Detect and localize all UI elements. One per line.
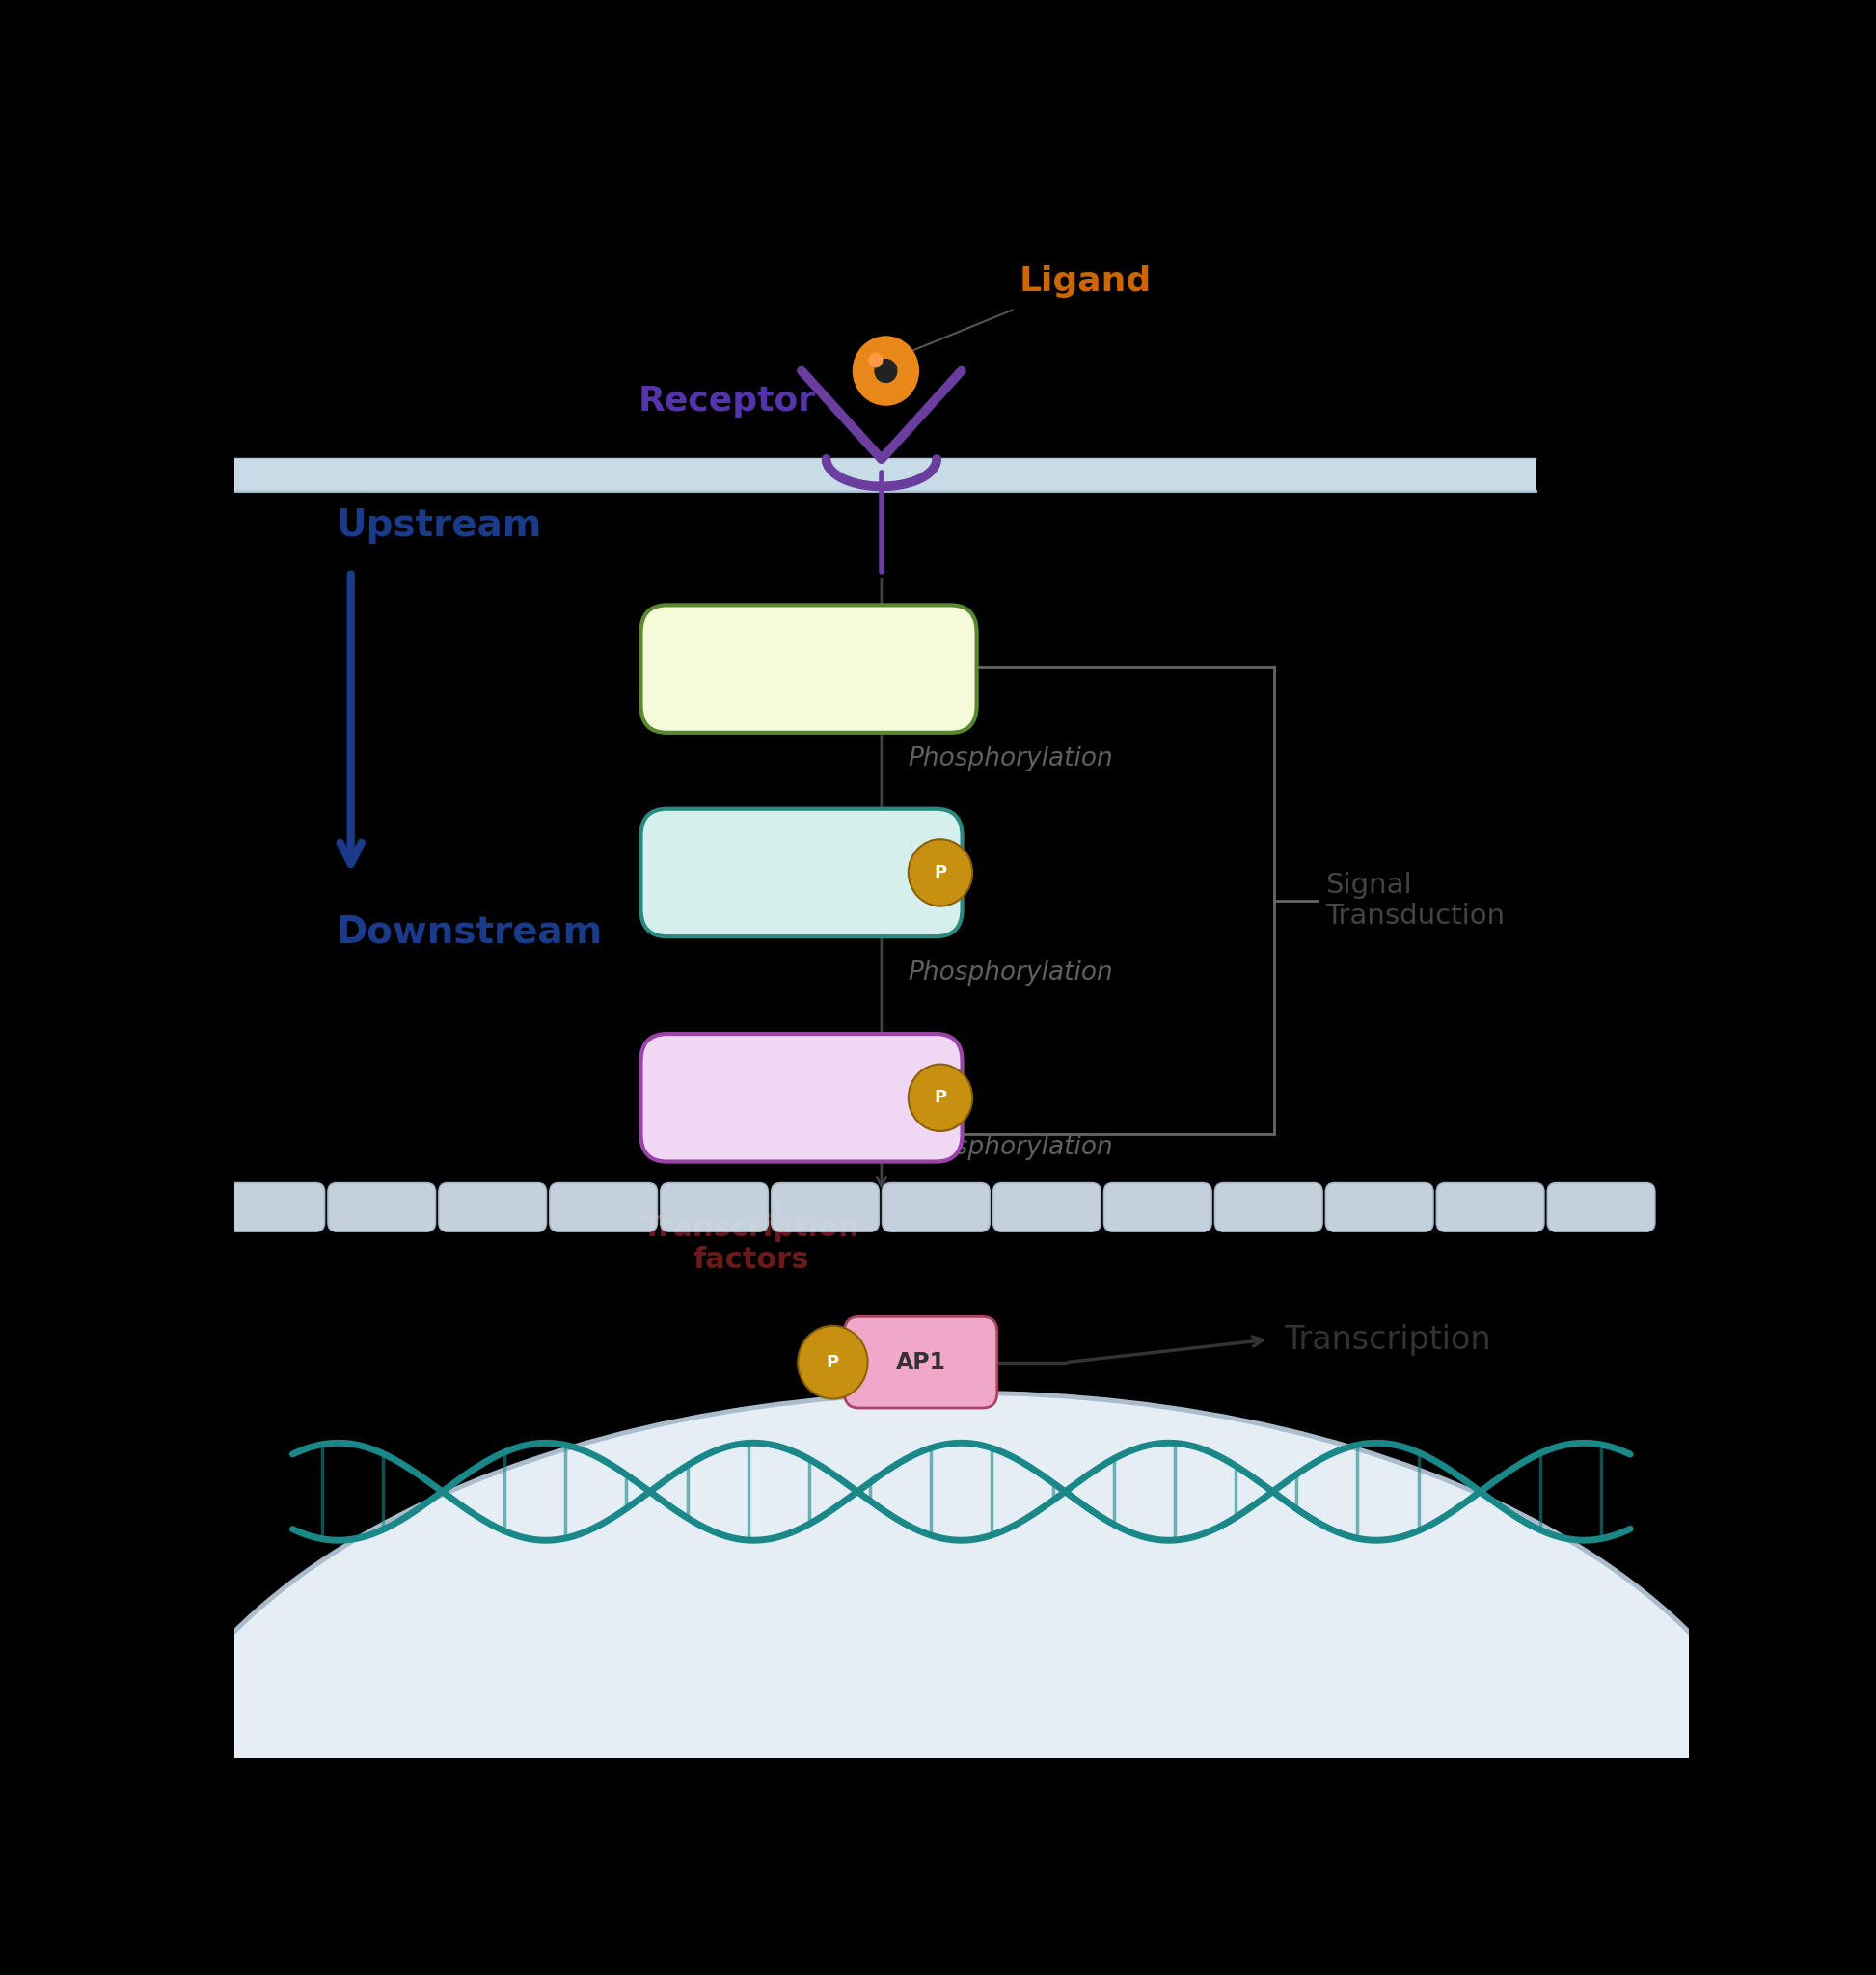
Text: Phosphorylation: Phosphorylation	[908, 960, 1112, 986]
FancyBboxPatch shape	[642, 1033, 962, 1161]
Circle shape	[908, 1065, 972, 1132]
Circle shape	[852, 336, 919, 405]
Text: P: P	[934, 863, 947, 881]
Text: Phosphorylation: Phosphorylation	[908, 1136, 1112, 1161]
Circle shape	[869, 354, 884, 367]
FancyBboxPatch shape	[660, 1183, 767, 1232]
Text: Downstream: Downstream	[336, 914, 602, 950]
FancyBboxPatch shape	[992, 1183, 1101, 1232]
FancyBboxPatch shape	[1326, 1183, 1433, 1232]
FancyBboxPatch shape	[234, 458, 1536, 492]
Text: Transcription: Transcription	[1283, 1323, 1491, 1355]
FancyBboxPatch shape	[1216, 1183, 1323, 1232]
Text: Phosphorylation: Phosphorylation	[908, 747, 1112, 770]
Text: Transcription
factors: Transcription factors	[642, 1215, 859, 1274]
Ellipse shape	[126, 1392, 1797, 1975]
FancyBboxPatch shape	[550, 1183, 657, 1232]
Text: AP1: AP1	[895, 1351, 946, 1375]
Text: Ligand: Ligand	[1021, 265, 1152, 298]
FancyBboxPatch shape	[234, 458, 1536, 472]
Text: Signal
Transduction: Signal Transduction	[1324, 871, 1505, 930]
Circle shape	[874, 359, 897, 383]
FancyBboxPatch shape	[1103, 1183, 1212, 1232]
FancyBboxPatch shape	[642, 604, 977, 733]
Circle shape	[908, 839, 972, 907]
FancyBboxPatch shape	[882, 1183, 991, 1232]
FancyBboxPatch shape	[218, 1183, 325, 1232]
Text: P: P	[934, 1088, 947, 1106]
FancyBboxPatch shape	[771, 1183, 880, 1232]
Text: Receptor: Receptor	[638, 385, 816, 417]
Text: P: P	[827, 1353, 839, 1371]
FancyBboxPatch shape	[844, 1317, 996, 1408]
FancyBboxPatch shape	[439, 1183, 546, 1232]
Circle shape	[797, 1325, 869, 1398]
FancyBboxPatch shape	[328, 1183, 435, 1232]
Text: Upstream: Upstream	[336, 508, 542, 545]
FancyBboxPatch shape	[1437, 1183, 1544, 1232]
FancyBboxPatch shape	[642, 810, 962, 936]
FancyBboxPatch shape	[1548, 1183, 1655, 1232]
